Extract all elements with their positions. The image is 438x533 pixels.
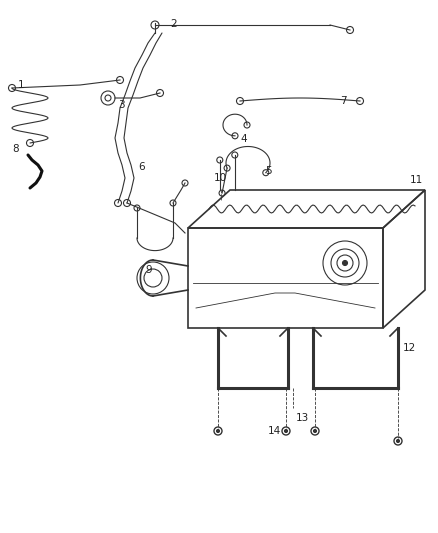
Text: 9: 9 bbox=[145, 265, 152, 275]
Circle shape bbox=[314, 430, 317, 432]
Text: 6: 6 bbox=[138, 162, 145, 172]
Text: 12: 12 bbox=[403, 343, 416, 353]
Circle shape bbox=[285, 430, 287, 432]
Circle shape bbox=[343, 261, 347, 265]
Text: 8: 8 bbox=[12, 144, 19, 154]
Text: 14: 14 bbox=[268, 426, 281, 436]
Text: 13: 13 bbox=[296, 413, 309, 423]
Circle shape bbox=[396, 440, 399, 442]
Text: 5: 5 bbox=[265, 166, 272, 176]
Text: 1: 1 bbox=[18, 80, 25, 90]
Text: 3: 3 bbox=[118, 100, 125, 110]
Circle shape bbox=[216, 430, 219, 432]
Text: 7: 7 bbox=[340, 96, 346, 106]
Text: 10: 10 bbox=[214, 173, 227, 183]
Text: 4: 4 bbox=[240, 134, 247, 144]
Text: 2: 2 bbox=[170, 19, 177, 29]
Text: 11: 11 bbox=[410, 175, 423, 185]
